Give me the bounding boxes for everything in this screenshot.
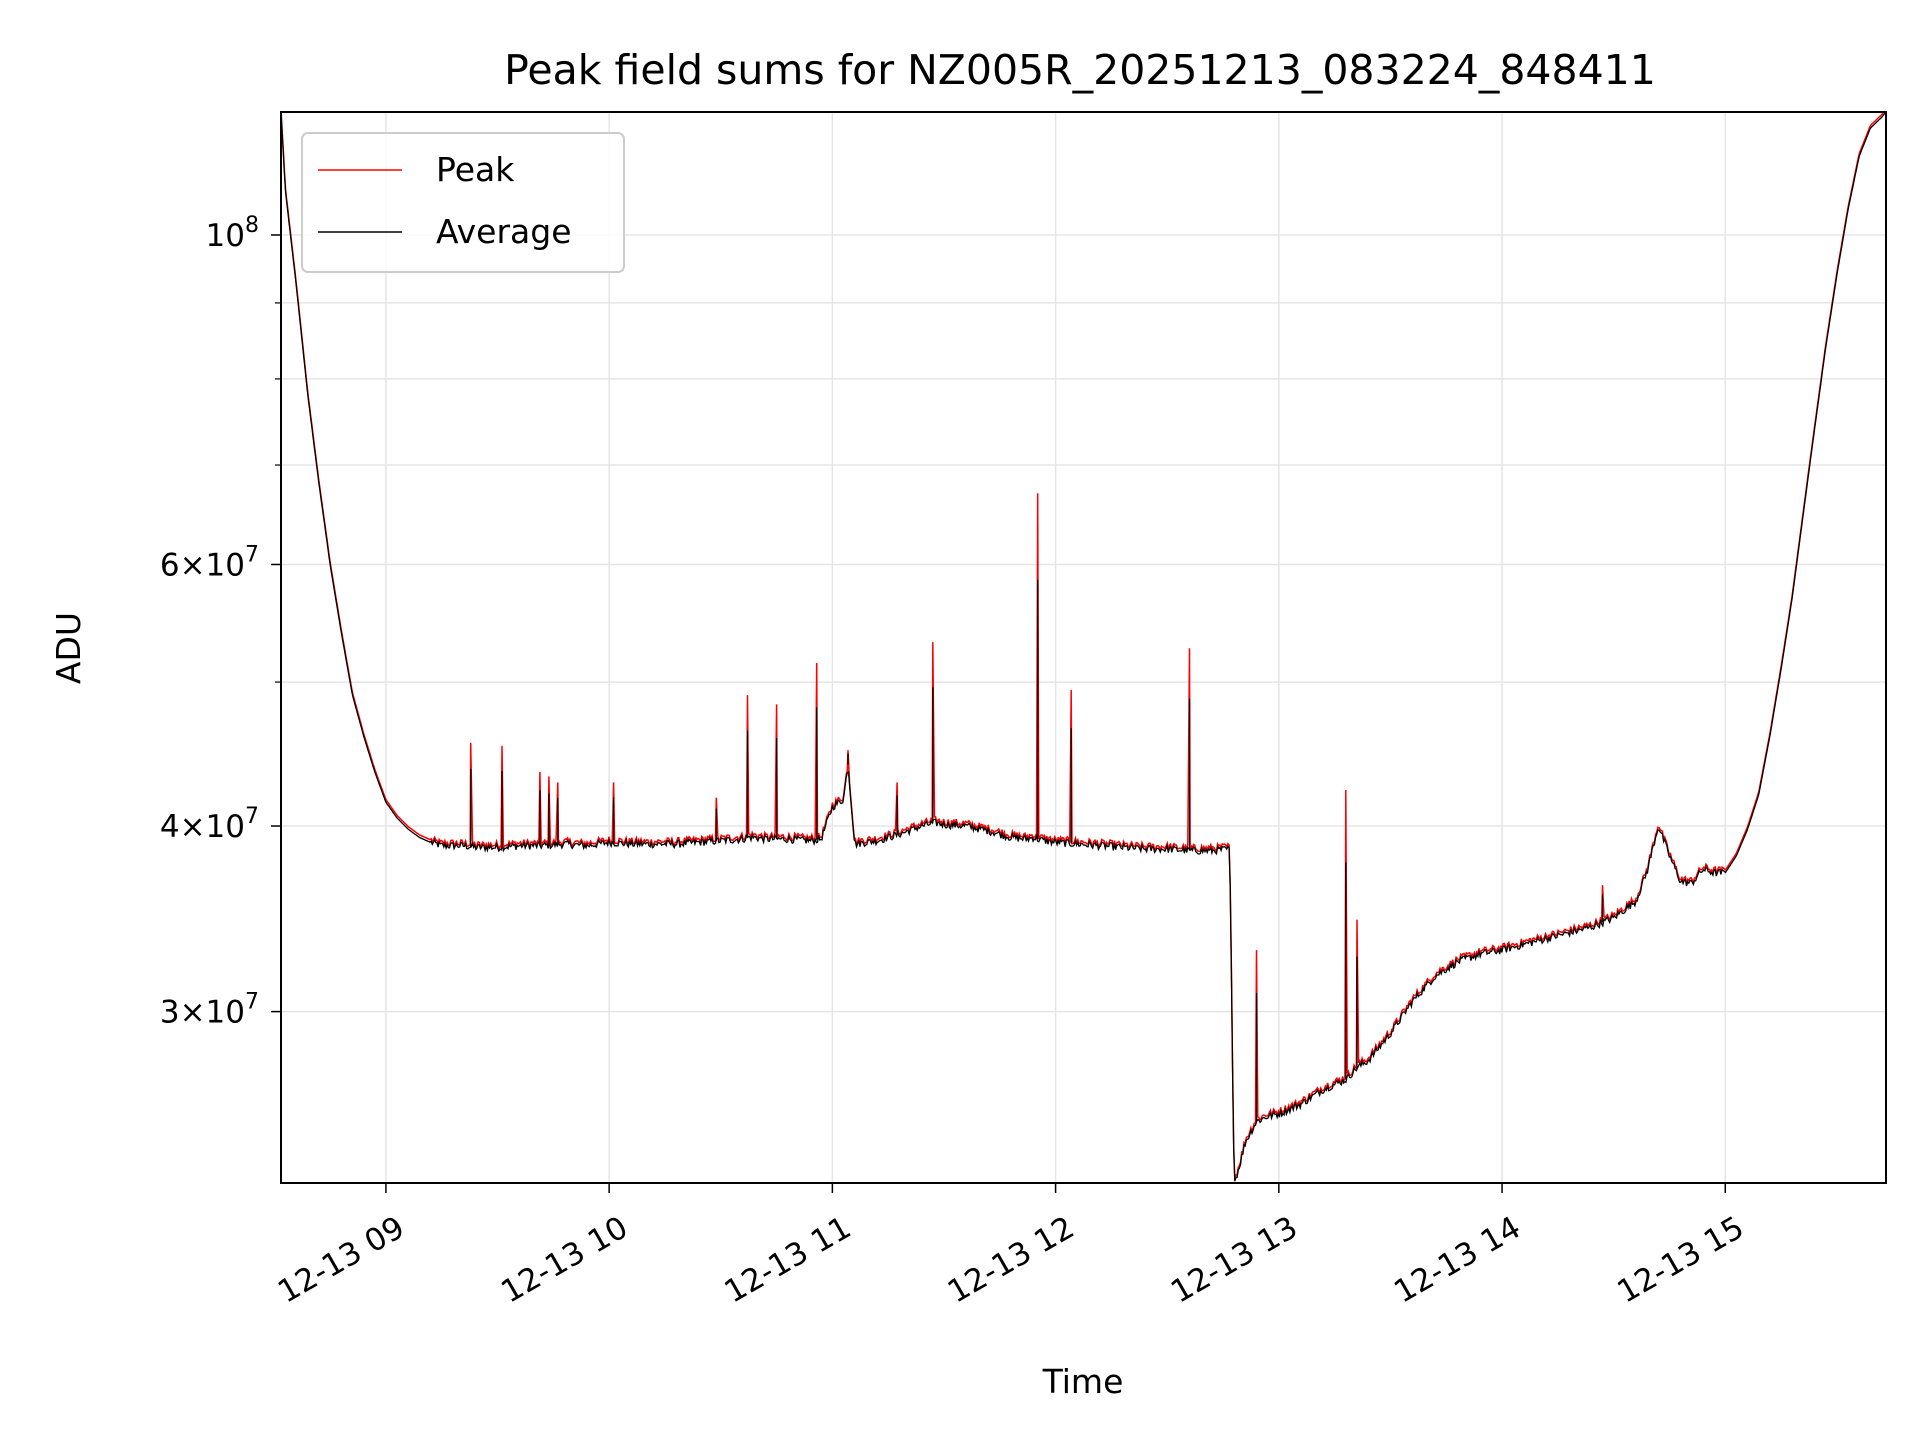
- y-tick-label: 4×107: [160, 804, 259, 845]
- y-tick-label: 108: [206, 213, 259, 254]
- plot-area: [281, 112, 1886, 1182]
- average-series-line: [281, 112, 1886, 1182]
- x-axis-label: Time: [1042, 1362, 1124, 1401]
- legend-label-peak: Peak: [436, 150, 515, 189]
- legend-box: [301, 132, 625, 273]
- chart-title: Peak field sums for NZ005R_20251213_0832…: [504, 46, 1656, 94]
- legend-label-average: Average: [436, 212, 572, 251]
- y-axis-label: ADU: [49, 612, 88, 684]
- legend: Peak Average: [301, 132, 625, 273]
- y-tick-label: 6×107: [160, 542, 259, 583]
- axes-frame: [280, 111, 1887, 1184]
- y-tick-label: 3×107: [160, 990, 259, 1031]
